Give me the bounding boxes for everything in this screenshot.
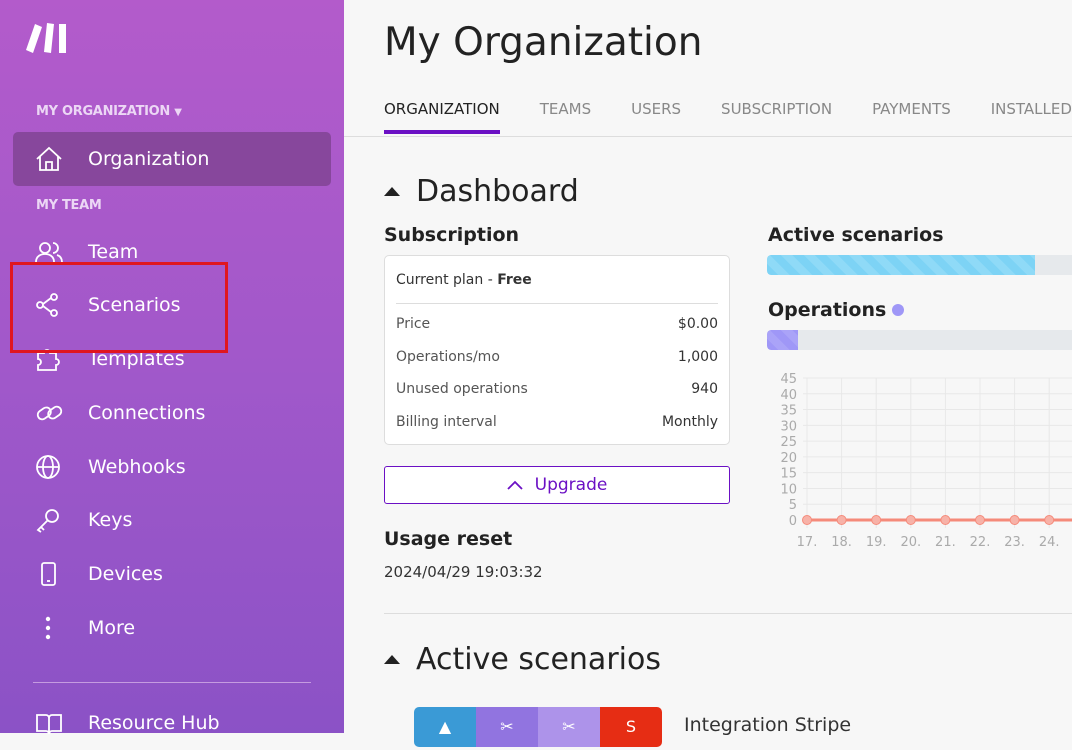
x-tick-label: 20. [900,535,921,550]
users-icon [13,240,88,264]
y-tick-label: 40 [780,388,797,403]
y-tick-label: 5 [789,498,797,513]
operations-row: Operations/mo 1,000 [396,348,718,365]
y-tick-label: 10 [780,482,797,497]
home-icon [13,146,88,172]
x-tick-label: 18. [831,535,852,550]
data-point [905,515,916,525]
stripe-icon: S [600,707,662,747]
main-content: My Organization ORGANIZATION TEAMS USERS… [344,0,1072,747]
price-row: Price $0.00 [396,316,718,333]
tab-organization[interactable]: ORGANIZATION [384,100,500,134]
x-tick-label: 19. [866,535,887,550]
globe-icon [13,454,88,480]
sidebar-item-organization[interactable]: Organization [13,132,331,186]
y-tick-label: 30 [780,419,797,434]
team-section-label: MY TEAM [36,198,102,213]
sidebar-divider [33,682,311,683]
sidebar-item-connections[interactable]: Connections [13,386,331,440]
tab-teams[interactable]: TEAMS [539,100,592,118]
sidebar-item-more[interactable]: More [13,601,331,655]
current-plan: Current plan - Free [396,256,718,304]
section-divider [384,613,1072,614]
phone-icon [13,561,88,587]
data-point [1044,515,1055,525]
scenario-name[interactable]: Integration Stripe [684,714,852,736]
operations-bar-fill [767,330,798,350]
tools-icon: ✂ [476,707,538,747]
caret-down-icon: ▼ [174,107,182,118]
share-icon [13,293,88,317]
x-tick-label: 21. [935,535,956,550]
link-icon [13,401,88,425]
data-point [802,515,812,525]
unused-operations-row: Unused operations 940 [396,381,718,398]
y-tick-label: 25 [780,435,797,450]
billing-interval-row: Billing interval Monthly [396,413,718,430]
y-tick-label: 45 [780,372,797,387]
key-icon [13,507,88,533]
subscription-card: Current plan - Free Price $0.00 Operation… [384,255,730,445]
make-logo [26,23,66,53]
operations-bar [767,330,1072,350]
chevron-up-icon [507,475,523,495]
tab-payments[interactable]: PAYMENTS [872,100,951,118]
sidebar-item-resource-hub[interactable]: Resource Hub [13,696,331,750]
scenario-modules[interactable]: ▲ ✂ ✂ S [414,707,662,747]
tabs: ORGANIZATION TEAMS USERS SUBSCRIPTION PA… [384,100,1072,134]
org-section-toggle[interactable]: MY ORGANIZATION ▼ [36,104,182,119]
x-tick-label: 22. [970,535,991,550]
sidebar-item-label: Organization [88,148,210,170]
module-icon: ▲ [414,707,476,747]
tools-icon: ✂ [538,707,600,747]
legend-dot-icon [892,304,905,316]
y-tick-label: 15 [780,467,797,482]
tab-subscription[interactable]: SUBSCRIPTION [721,100,833,118]
more-vertical-icon [13,615,88,641]
tab-installed[interactable]: INSTALLED [990,100,1072,118]
data-point [975,515,985,525]
active-scenarios-section-toggle[interactable]: Active scenarios [384,642,661,677]
data-point [836,515,847,525]
sidebar-item-webhooks[interactable]: Webhooks [13,440,331,494]
sidebar-item-team[interactable]: Team [13,225,331,279]
tab-divider [344,136,1072,137]
data-point [1009,515,1020,525]
sidebar: MY ORGANIZATION ▼ Organization MY TEAM T… [0,0,344,735]
book-icon [13,711,88,735]
highlight-box [10,262,228,353]
active-scenarios-bar [767,255,1072,275]
data-point [871,515,882,525]
active-scenarios-bar-fill [767,255,1036,275]
collapse-triangle-icon [384,655,400,664]
upgrade-button[interactable]: Upgrade [384,466,730,504]
x-tick-label: 17. [797,535,818,550]
tab-users[interactable]: USERS [631,100,682,118]
x-tick-label: 23. [1004,535,1025,550]
usage-reset-date: 2024/04/29 19:03:32 [384,563,543,581]
sidebar-item-devices[interactable]: Devices [13,547,331,601]
sidebar-item-scenarios[interactable]: Scenarios [13,278,331,332]
active-scenarios-label: Active scenarios [768,224,944,246]
page-title: My Organization [384,20,703,65]
usage-reset-label: Usage reset [384,528,513,550]
collapse-triangle-icon [384,187,400,196]
sidebar-item-keys[interactable]: Keys [13,493,331,547]
y-tick-label: 35 [780,404,797,419]
dashboard-section-toggle[interactable]: Dashboard [384,174,579,209]
data-point [940,515,951,525]
subscription-title: Subscription [384,224,520,246]
y-tick-label: 20 [780,451,797,466]
x-tick-label: 24. [1039,535,1060,550]
operations-label: Operations [768,299,905,321]
y-tick-label: 0 [789,514,797,529]
